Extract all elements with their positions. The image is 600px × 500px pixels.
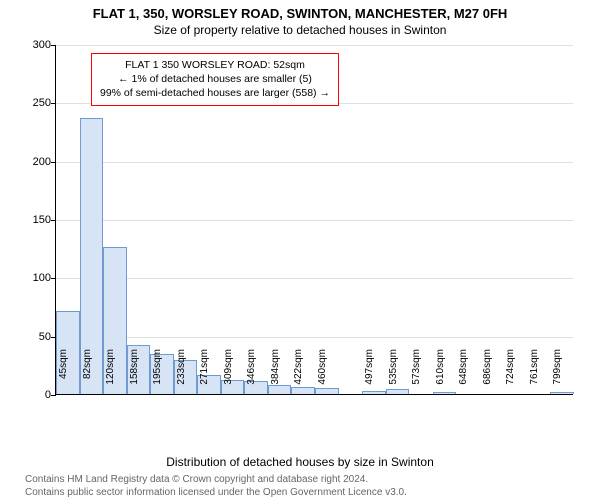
ytick-mark xyxy=(51,103,56,104)
ytick-mark xyxy=(51,278,56,279)
xtick-label: 724sqm xyxy=(505,349,516,399)
plot-area: 05010015020025030045sqm82sqm120sqm158sqm… xyxy=(55,45,573,395)
xtick-label: 422sqm xyxy=(293,349,304,399)
gridline xyxy=(56,162,573,163)
xtick-label: 460sqm xyxy=(317,349,328,399)
ytick-label: 50 xyxy=(21,331,51,343)
info-annotation-box: FLAT 1 350 WORSLEY ROAD: 52sqm ← 1% of d… xyxy=(91,53,339,106)
xtick-label: 309sqm xyxy=(223,349,234,399)
xtick-label: 535sqm xyxy=(388,349,399,399)
chart-area: Number of detached properties 0501001502… xyxy=(55,45,573,395)
gridline xyxy=(56,45,573,46)
footer-line-1: Contains HM Land Registry data © Crown c… xyxy=(25,473,600,486)
xtick-label: 120sqm xyxy=(105,349,116,399)
xtick-label: 799sqm xyxy=(552,349,563,399)
chart-title-main: FLAT 1, 350, WORSLEY ROAD, SWINTON, MANC… xyxy=(0,6,600,21)
xtick-label: 610sqm xyxy=(435,349,446,399)
xtick-label: 158sqm xyxy=(129,349,140,399)
xtick-label: 384sqm xyxy=(270,349,281,399)
info-line-2: ← 1% of detached houses are smaller (5) xyxy=(100,72,330,86)
ytick-label: 0 xyxy=(21,389,51,401)
xtick-label: 45sqm xyxy=(58,349,69,399)
ytick-mark xyxy=(51,395,56,396)
xtick-label: 761sqm xyxy=(529,349,540,399)
xtick-label: 346sqm xyxy=(246,349,257,399)
ytick-label: 100 xyxy=(21,272,51,284)
xtick-label: 271sqm xyxy=(199,349,210,399)
xtick-label: 82sqm xyxy=(82,349,93,399)
info-line-1: FLAT 1 350 WORSLEY ROAD: 52sqm xyxy=(100,58,330,72)
gridline xyxy=(56,220,573,221)
ytick-mark xyxy=(51,162,56,163)
xtick-label: 648sqm xyxy=(458,349,469,399)
gridline xyxy=(56,278,573,279)
xtick-label: 686sqm xyxy=(482,349,493,399)
chart-title-sub: Size of property relative to detached ho… xyxy=(0,23,600,37)
ytick-label: 150 xyxy=(21,214,51,226)
xtick-label: 497sqm xyxy=(364,349,375,399)
info-line-3: 99% of semi-detached houses are larger (… xyxy=(100,86,330,100)
gridline xyxy=(56,337,573,338)
x-axis-label: Distribution of detached houses by size … xyxy=(0,455,600,469)
xtick-label: 195sqm xyxy=(152,349,163,399)
ytick-mark xyxy=(51,220,56,221)
footer-line-2: Contains public sector information licen… xyxy=(25,486,600,499)
ytick-mark xyxy=(51,45,56,46)
xtick-label: 573sqm xyxy=(411,349,422,399)
ytick-label: 200 xyxy=(21,156,51,168)
xtick-label: 233sqm xyxy=(176,349,187,399)
ytick-label: 300 xyxy=(21,39,51,51)
footer-attribution: Contains HM Land Registry data © Crown c… xyxy=(25,473,600,499)
ytick-label: 250 xyxy=(21,97,51,109)
